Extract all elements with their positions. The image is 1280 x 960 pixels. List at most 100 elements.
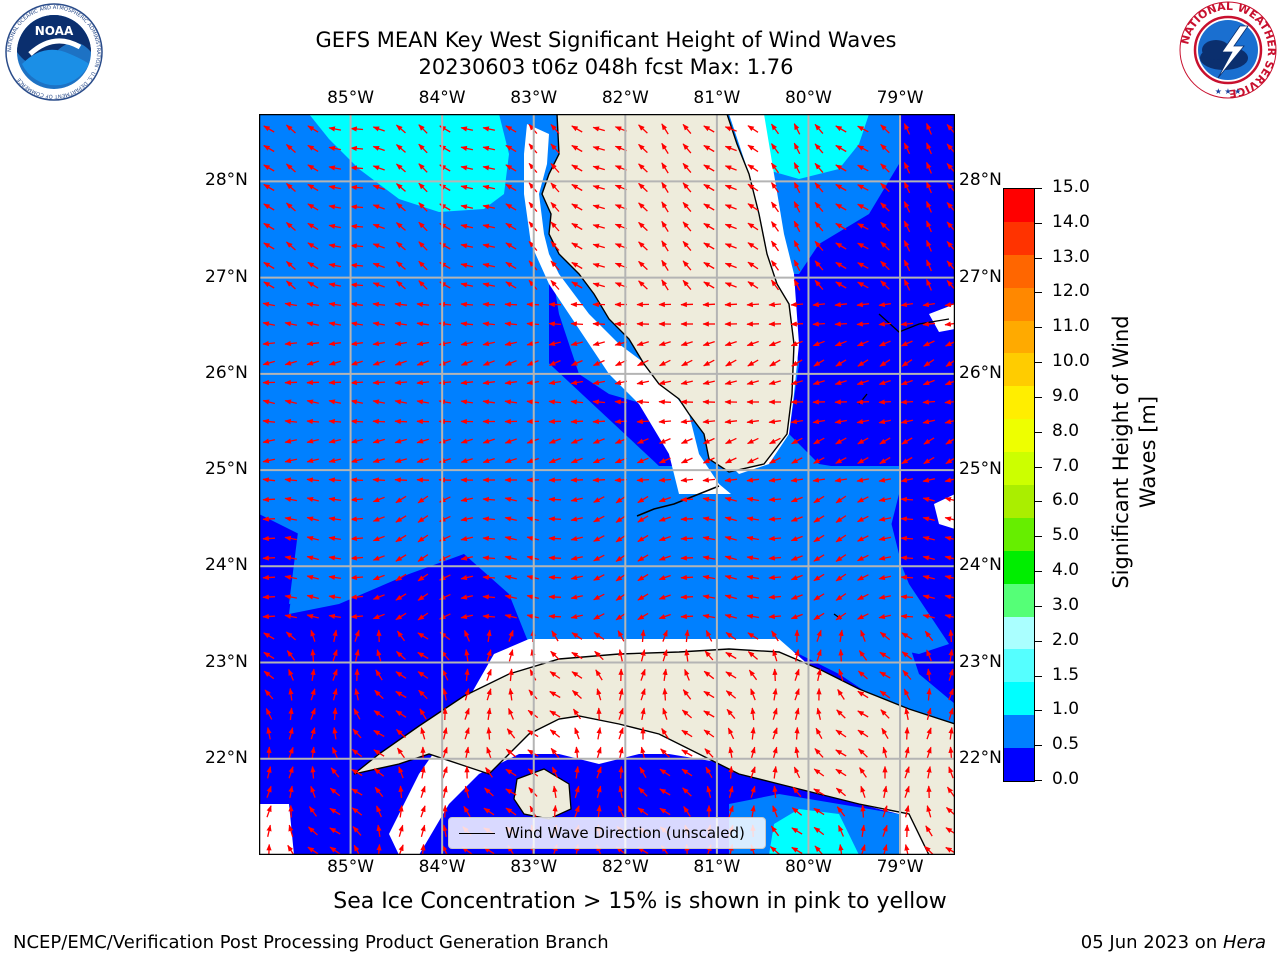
wave-direction-arrow	[747, 651, 759, 660]
wave-direction-arrow	[482, 301, 496, 308]
wave-direction-arrow	[637, 554, 649, 562]
wave-direction-arrow	[944, 399, 955, 405]
wave-direction-arrow	[814, 221, 824, 232]
wave-direction-arrow	[329, 807, 341, 816]
wave-direction-arrow	[637, 515, 649, 523]
wave-direction-arrow	[793, 259, 801, 272]
lat-tick-right: 26°N	[959, 362, 1002, 383]
wave-direction-arrow	[747, 261, 759, 270]
wave-direction-arrow	[878, 418, 892, 425]
wave-direction-arrow	[791, 457, 803, 464]
noaa-logo: NOAA NATIONAL OCEANIC AND ATMOSPHERIC AD…	[5, 3, 103, 101]
wave-direction-arrow	[637, 612, 649, 621]
wave-direction-arrow	[460, 223, 474, 229]
wave-direction-arrow	[747, 222, 759, 231]
wave-direction-arrow	[266, 805, 272, 818]
wave-direction-arrow	[350, 516, 364, 522]
wave-direction-arrow	[946, 143, 955, 154]
wave-direction-arrow	[372, 243, 385, 249]
wave-direction-arrow	[266, 785, 272, 798]
wave-direction-arrow	[900, 496, 914, 503]
wave-direction-arrow	[792, 786, 802, 798]
wave-direction-arrow	[724, 380, 737, 386]
lat-tick-right: 23°N	[959, 651, 1002, 672]
wave-direction-arrow	[680, 477, 694, 483]
wave-direction-arrow	[285, 631, 297, 641]
wave-direction-arrow	[505, 144, 517, 153]
wave-direction-arrow	[815, 727, 823, 740]
wave-direction-arrow	[442, 727, 448, 740]
wave-direction-arrow	[442, 824, 448, 838]
wave-direction-arrow	[505, 125, 517, 133]
wave-direction-arrow	[638, 280, 648, 290]
wave-direction-arrow	[464, 727, 470, 740]
wave-direction-arrow	[288, 746, 294, 759]
wave-direction-arrow	[548, 535, 562, 542]
wave-direction-arrow	[638, 787, 648, 797]
wave-direction-arrow	[658, 516, 671, 522]
wave-direction-arrow	[570, 496, 583, 503]
colorbar-tick: 10.0	[1052, 351, 1090, 372]
wave-direction-arrow	[768, 574, 782, 581]
wave-direction-arrow	[816, 668, 822, 682]
footer-date-text: 05 Jun 2023 on	[1080, 932, 1223, 953]
wave-direction-arrow	[574, 746, 580, 760]
wave-direction-arrow	[659, 359, 671, 367]
wave-direction-arrow	[618, 649, 624, 662]
lon-tick-top: 81°W	[693, 88, 741, 108]
wave-direction-arrow	[372, 594, 385, 600]
wave-direction-arrow	[750, 746, 756, 759]
wave-direction-arrow	[857, 125, 869, 133]
wave-direction-arrow	[724, 301, 738, 308]
wave-direction-arrow	[286, 202, 296, 212]
wave-direction-arrow	[374, 786, 384, 798]
wave-direction-arrow	[375, 669, 383, 681]
wave-direction-arrow	[946, 280, 955, 290]
lon-tick-bottom: 84°W	[418, 857, 466, 877]
wave-direction-arrow	[306, 574, 319, 580]
wave-direction-arrow	[703, 710, 715, 718]
footer-branch: NCEP/EMC/Verification Post Processing Pr…	[13, 932, 609, 953]
wave-direction-arrow	[482, 340, 496, 347]
wave-direction-arrow	[372, 496, 385, 503]
wave-direction-arrow	[593, 515, 605, 523]
wave-direction-arrow	[857, 262, 869, 269]
wave-direction-arrow	[682, 260, 692, 271]
wave-direction-arrow	[636, 457, 649, 464]
wave-direction-arrow	[373, 749, 385, 757]
wave-direction-arrow	[746, 555, 760, 561]
wave-direction-arrow	[680, 516, 694, 522]
wave-direction-arrow	[394, 399, 408, 405]
wave-direction-arrow	[592, 359, 605, 367]
wave-direction-arrow	[592, 477, 606, 483]
wave-direction-arrow	[904, 805, 910, 818]
wave-direction-arrow	[592, 341, 605, 347]
wave-direction-arrow	[636, 477, 650, 483]
wave-direction-arrow	[376, 649, 382, 662]
wave-direction-arrow	[460, 126, 474, 132]
wave-direction-arrow	[571, 222, 583, 231]
wave-direction-arrow	[658, 535, 671, 542]
wave-direction-arrow	[417, 593, 429, 601]
wave-direction-arrow	[394, 360, 407, 366]
wave-direction-arrow	[372, 555, 385, 561]
wave-direction-arrow	[372, 223, 385, 230]
wave-direction-arrow	[926, 649, 932, 662]
wave-direction-arrow	[306, 477, 320, 483]
wave-direction-arrow	[880, 280, 890, 290]
colorbar-tick-mark	[1034, 501, 1042, 503]
wave-direction-arrow	[548, 516, 562, 522]
wave-direction-arrow	[549, 710, 561, 718]
wave-direction-arrow	[572, 708, 582, 720]
lat-tick-right: 22°N	[959, 747, 1002, 768]
wave-direction-arrow	[417, 495, 429, 504]
wave-direction-arrow	[395, 690, 407, 699]
colorbar-tick-mark	[1034, 780, 1042, 781]
wave-direction-arrow	[508, 649, 514, 662]
wave-direction-arrow	[284, 535, 298, 542]
wave-direction-arrow	[816, 629, 822, 642]
lon-tick-top: 79°W	[876, 88, 924, 108]
mask-bahamas	[929, 304, 955, 529]
wave-direction-arrow	[328, 360, 341, 366]
wave-direction-arrow	[878, 340, 891, 347]
